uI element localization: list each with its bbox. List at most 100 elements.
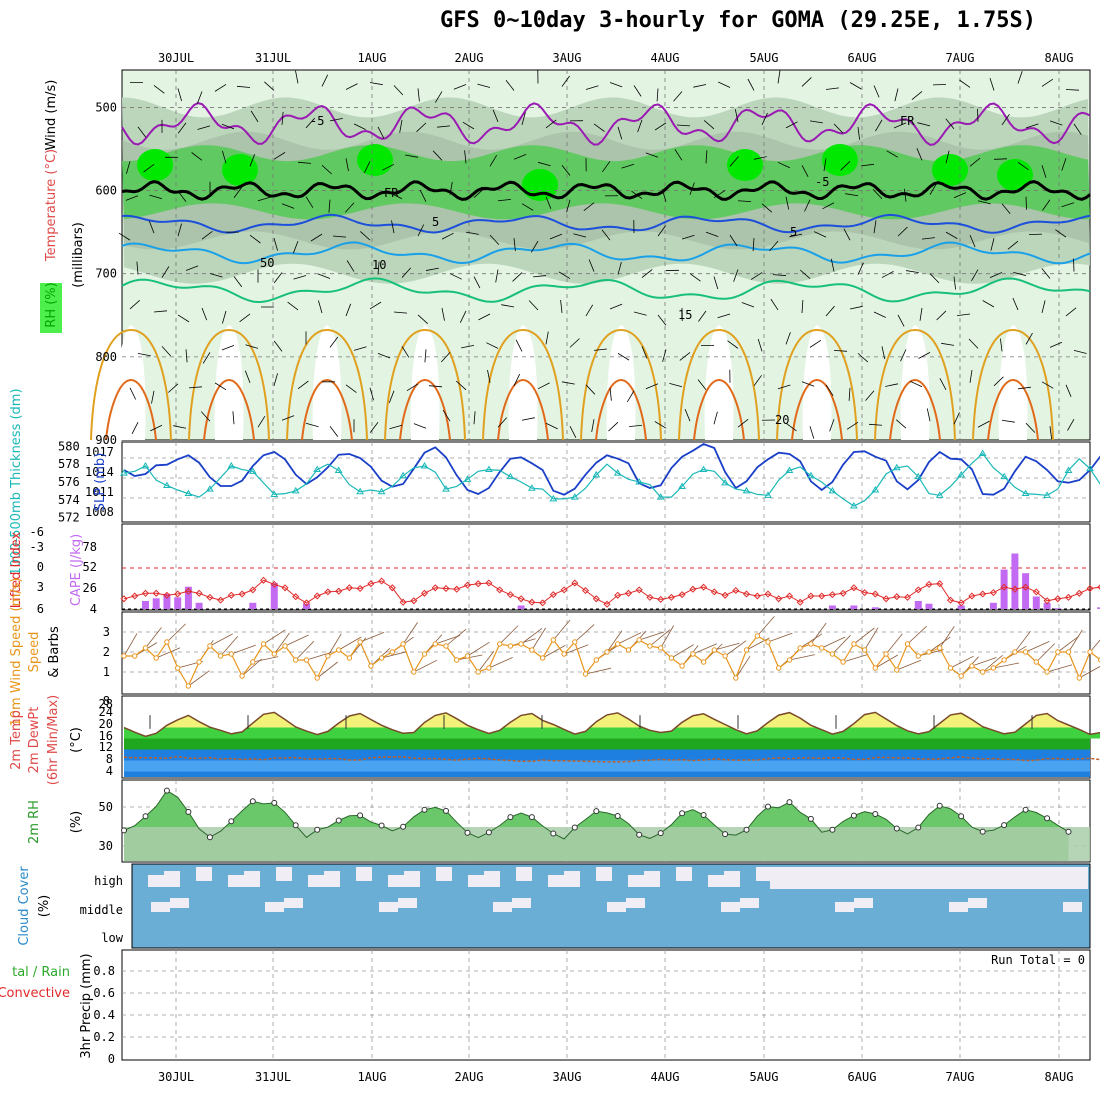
thickness-marker <box>463 475 472 482</box>
wind-barb <box>1061 202 1075 208</box>
surface-wind-barb <box>843 654 869 663</box>
wind-barb <box>249 234 261 244</box>
convective-label: Convective <box>0 986 70 1001</box>
contour-label: 20 <box>775 413 789 427</box>
wind-barb <box>126 161 131 174</box>
wind-barb <box>153 310 168 313</box>
wind-speed-marker <box>153 655 159 661</box>
lifted-index-marker <box>539 599 547 607</box>
wind-barb <box>244 370 251 383</box>
cloud-clear-cell <box>644 871 660 887</box>
wind-speed-marker <box>121 653 127 659</box>
lifted-tick: -6 <box>30 525 44 539</box>
wind-speed-marker <box>185 683 192 689</box>
thickness-marker <box>506 472 515 480</box>
wind-barb <box>633 85 642 97</box>
wind-barb <box>428 385 443 388</box>
rh2m-marker <box>979 828 986 835</box>
lifted-index-marker <box>592 595 600 603</box>
rh-core <box>997 159 1033 191</box>
rh2m-pct-label: (%) <box>69 811 84 834</box>
rh2m-marker <box>657 830 664 837</box>
wind-barb <box>329 425 339 437</box>
wind-barb <box>734 109 739 122</box>
wind-barb <box>1025 196 1027 210</box>
wind-speed-marker <box>969 663 975 669</box>
surface-wind-barb <box>885 633 903 655</box>
wind-barb <box>492 109 499 123</box>
contour-label: -5 <box>310 114 324 128</box>
wind-barb <box>904 188 907 202</box>
wind-speed-marker <box>894 667 900 673</box>
wind-barb <box>456 380 467 391</box>
lifted-index-marker <box>1097 583 1100 591</box>
wind-speed-marker <box>378 655 385 661</box>
lifted-index-marker <box>882 595 890 603</box>
rh-tick: 50 <box>99 800 113 814</box>
wind-barb <box>893 122 907 129</box>
wind-speed-marker <box>389 649 395 655</box>
wind-barb <box>125 195 139 201</box>
wind-barb <box>153 85 165 94</box>
lifted-index-marker <box>1086 584 1094 593</box>
wind-barb <box>939 378 947 390</box>
rh2m-band <box>124 827 1090 861</box>
wind-barb <box>769 240 779 252</box>
wind-barb <box>713 411 718 425</box>
surface-wind-barb <box>338 636 362 651</box>
bottom-day-label: 4AUG <box>651 1070 680 1084</box>
precip-tick: 0.2 <box>93 1030 115 1044</box>
wind-barb <box>505 79 515 91</box>
rh2m-marker <box>528 814 535 821</box>
lifted-index-marker <box>850 584 858 592</box>
lifted-index-marker <box>1064 593 1073 601</box>
lifted-index-marker <box>378 577 386 585</box>
wind-barb <box>873 220 877 234</box>
wind-barb <box>515 339 523 352</box>
wind-barb <box>785 121 798 129</box>
lifted-index-marker <box>1000 583 1008 591</box>
rh2m-marker <box>271 799 278 806</box>
surface-wind-barb <box>649 629 671 647</box>
rh2m-marker <box>507 814 514 821</box>
wind-barb <box>1055 229 1067 238</box>
rh2m-marker <box>292 822 299 829</box>
surface-wind-barb <box>692 643 717 655</box>
wind-barb <box>641 346 648 359</box>
pressure-tick: 700 <box>95 267 117 281</box>
wind-speed-marker <box>668 655 675 661</box>
wind-barb <box>221 345 235 351</box>
wind-label: Wind (m/s) <box>44 80 59 151</box>
wind-speed-marker <box>904 641 911 647</box>
cloud-clear-cell <box>756 867 772 881</box>
cloud-clear-cell <box>548 875 564 887</box>
wind-barb <box>657 225 666 237</box>
wind-barb <box>177 191 187 202</box>
precip-panel <box>121 949 1091 1061</box>
wind-barb <box>345 202 355 213</box>
cloud-pct-label: (%) <box>37 895 52 918</box>
lifted-index-marker <box>1022 583 1030 591</box>
temperature-label: Temperature (°C) <box>44 149 59 262</box>
thickness-marker <box>570 493 579 500</box>
wind-barb <box>1073 349 1087 354</box>
wind-barb <box>777 70 781 84</box>
cloud-row-label: high <box>94 874 123 888</box>
wind-barb <box>585 304 594 317</box>
wind-barb <box>829 419 835 432</box>
rh2m-marker <box>163 787 170 794</box>
wind-speed-marker <box>314 675 320 681</box>
wind-speed-marker <box>132 653 138 659</box>
wind-barb <box>1001 203 1011 215</box>
thickness-marker <box>205 485 214 492</box>
lifted-index-marker <box>667 593 675 601</box>
lifted-index-marker <box>485 579 493 587</box>
temp-tick: 12 <box>99 740 113 754</box>
wind-speed-marker <box>743 647 750 653</box>
speed-label: Speed <box>27 632 42 673</box>
lifted-index-marker <box>614 591 622 599</box>
cloud-clear-mid <box>151 902 170 912</box>
thickness-marker <box>656 493 665 500</box>
wind-speed-marker <box>593 657 599 663</box>
top-day-label: 2AUG <box>455 51 484 65</box>
